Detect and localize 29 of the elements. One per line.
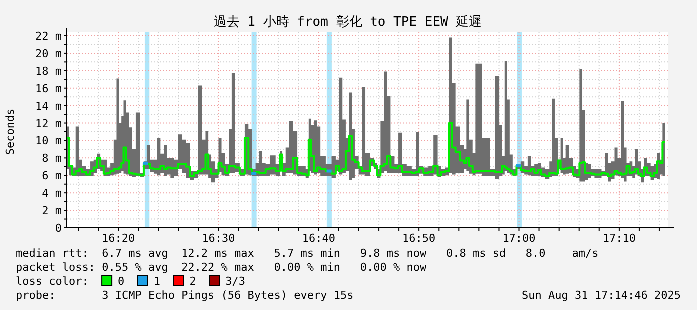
x-tick-label: 16:20: [102, 232, 136, 245]
y-tick-label: 2 m: [42, 204, 62, 218]
y-tick-label: 10 m: [36, 134, 62, 148]
y-tick-label: 12 m: [36, 117, 62, 130]
text: probe: 3 ICMP Echo Pings (56 Bytes) every 15s: [16, 289, 354, 302]
x-tick-label: 17:00: [502, 232, 536, 245]
x-tick-label: 16:40: [302, 232, 336, 245]
y-tick-label: 20 m: [36, 47, 62, 60]
legend-label: 1: [154, 275, 161, 288]
x-tick-label: 17:10: [602, 232, 636, 245]
text: packet loss: 0.55 % avg 22.22 % max 0.00 % min 0.00 % now: [16, 261, 427, 274]
legend-label: 3/3: [226, 275, 246, 288]
legend-title: loss color:: [16, 275, 89, 288]
x-tick-label: 16:30: [202, 232, 236, 245]
y-tick-label: 16 m: [36, 82, 62, 96]
y-tick-label: 0: [55, 222, 62, 235]
y-tick-label: 18 m: [36, 64, 62, 78]
y-tick-label: 6 m: [42, 170, 62, 183]
y-tick-label: 14 m: [36, 100, 62, 113]
y-axis-title: Seconds: [4, 108, 17, 156]
legend-label: 2: [190, 275, 196, 288]
y-tick-label: 4 m: [42, 187, 62, 200]
y-tick-label: 8 m: [42, 152, 62, 166]
x-tick-label: 16:50: [402, 232, 436, 245]
chart-title: 過去 1 小時 from 彰化 to TPE EEW 延遲: [214, 15, 482, 30]
text: median rtt: 6.7 ms avg 12.2 ms max 5.7 ms min 9.8 ms now 0.8 ms sd 8.0 am/s: [16, 247, 599, 260]
text: Sun Aug 31 17:14:46 2025: [522, 289, 681, 302]
legend-label: 0: [118, 275, 125, 288]
y-tick-label: 22 m: [36, 30, 62, 43]
